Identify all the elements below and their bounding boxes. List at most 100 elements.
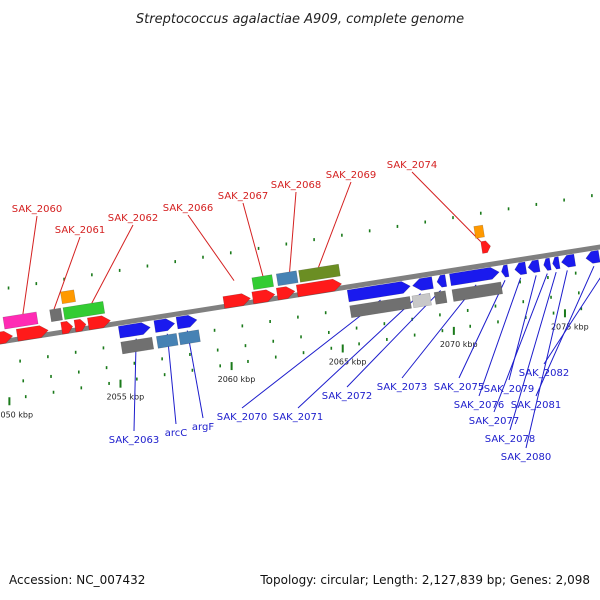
guide-dot bbox=[300, 335, 302, 339]
leader-line bbox=[411, 171, 482, 242]
gene-feature-blue-n bbox=[585, 250, 600, 264]
guide-dot bbox=[77, 370, 80, 374]
guide-dot bbox=[19, 359, 21, 363]
guide-dot bbox=[229, 251, 232, 255]
guide-dot bbox=[330, 346, 333, 350]
guide-dot bbox=[74, 350, 77, 354]
accession-text: Accession: NC_007432 bbox=[9, 573, 146, 587]
leader-line bbox=[543, 277, 600, 365]
guide-dot bbox=[313, 238, 315, 242]
leader-line bbox=[509, 272, 557, 431]
gene-feature-blue-c bbox=[175, 314, 198, 330]
scale-label: 2050 kbp bbox=[0, 410, 33, 419]
guide-dot bbox=[219, 364, 221, 368]
gene-feature-red-f bbox=[222, 293, 251, 309]
guide-dot bbox=[469, 324, 472, 328]
guide-dot bbox=[35, 282, 38, 286]
scale-tick bbox=[563, 309, 566, 318]
guide-dot bbox=[519, 280, 521, 284]
guide-dot bbox=[580, 307, 583, 311]
gene-label: SAK_2076 bbox=[454, 400, 504, 411]
guide-dot bbox=[507, 207, 510, 211]
gene-label: SAK_2061 bbox=[55, 225, 105, 236]
label-leader-lines bbox=[22, 171, 600, 449]
gene-feature-red-d bbox=[73, 318, 87, 333]
guide-dot bbox=[497, 320, 499, 324]
scale-tick bbox=[452, 326, 455, 335]
leader-line bbox=[166, 333, 177, 425]
scale-label: 2070 kbp bbox=[440, 340, 478, 349]
gene-feature-orange-a bbox=[60, 289, 76, 305]
gene-label: argF bbox=[192, 422, 214, 433]
leader-line bbox=[186, 330, 204, 419]
gene-feature-steel-c bbox=[275, 270, 299, 287]
gene-feature-blue-i bbox=[514, 261, 528, 276]
guide-dot bbox=[247, 359, 249, 363]
gene-feature-gray-a bbox=[49, 307, 63, 322]
guide-dot bbox=[552, 311, 555, 315]
gene-feature-blue-a bbox=[117, 322, 151, 339]
guide-dot bbox=[269, 320, 271, 324]
gene-feature-red-g bbox=[251, 289, 276, 305]
scale-tick bbox=[8, 397, 11, 406]
guide-dot bbox=[189, 352, 191, 356]
guide-dot bbox=[285, 242, 288, 246]
gene-feature-blue-g bbox=[449, 267, 500, 287]
gene-label: SAK_2075 bbox=[434, 382, 484, 393]
guide-dot bbox=[133, 361, 136, 365]
guide-dot bbox=[50, 374, 52, 378]
guide-dot bbox=[257, 246, 260, 250]
gene-feature-red-b bbox=[15, 325, 49, 342]
guide-dot bbox=[535, 202, 538, 206]
guide-dot bbox=[174, 260, 177, 264]
gene-label: SAK_2082 bbox=[519, 368, 569, 379]
guide-dot bbox=[413, 333, 416, 337]
gene-feature-blue-l bbox=[552, 256, 561, 270]
guide-dot bbox=[547, 276, 549, 280]
leader-line bbox=[187, 214, 235, 281]
gene-label: arcC bbox=[165, 428, 188, 439]
gene-feature-steel-b bbox=[178, 329, 201, 346]
gene-label: SAK_2072 bbox=[322, 391, 372, 402]
guide-dot bbox=[163, 373, 166, 377]
gene-label: SAK_2071 bbox=[273, 412, 323, 423]
gene-label: SAK_2078 bbox=[485, 434, 535, 445]
gene-feature-gray-d bbox=[433, 290, 448, 305]
scale-tick bbox=[341, 344, 344, 353]
leader-line bbox=[297, 293, 421, 409]
gene-feature-blue-d bbox=[346, 281, 411, 303]
guide-dot bbox=[341, 233, 343, 237]
guide-dot bbox=[118, 268, 121, 272]
gene-feature-red-c bbox=[60, 321, 74, 335]
gene-label: SAK_2066 bbox=[163, 203, 213, 214]
guide-dot bbox=[368, 229, 371, 233]
guide-dot bbox=[52, 390, 55, 394]
gene-feature-green-b bbox=[251, 274, 274, 290]
gene-feature-red-a bbox=[0, 331, 14, 345]
guide-dot bbox=[524, 315, 527, 319]
gene-label: SAK_2067 bbox=[218, 191, 268, 202]
guide-dot bbox=[591, 194, 593, 198]
gene-feature-blue-f bbox=[436, 274, 448, 288]
scale-label: 2060 kbp bbox=[218, 375, 256, 384]
guide-dot bbox=[136, 377, 138, 381]
guide-dot bbox=[386, 337, 388, 341]
scale-tick bbox=[119, 379, 122, 388]
gene-features bbox=[0, 224, 600, 355]
guide-dot bbox=[244, 344, 247, 348]
gene-feature-blue-b bbox=[153, 318, 176, 333]
gene-feature-blue-h bbox=[501, 264, 510, 278]
gene-feature-green-a bbox=[62, 301, 106, 320]
guide-dot bbox=[563, 198, 565, 202]
gene-feature-blue-j bbox=[527, 259, 541, 273]
guide-dot bbox=[396, 224, 399, 228]
scale-label: 2055 kbp bbox=[106, 393, 144, 402]
leader-line bbox=[401, 284, 477, 379]
guide-dot bbox=[355, 326, 358, 330]
guide-dot bbox=[297, 315, 299, 319]
guide-dot bbox=[550, 295, 552, 299]
guide-dot bbox=[494, 304, 497, 308]
guide-dot bbox=[439, 313, 441, 317]
gene-feature-olive-a bbox=[298, 263, 341, 283]
